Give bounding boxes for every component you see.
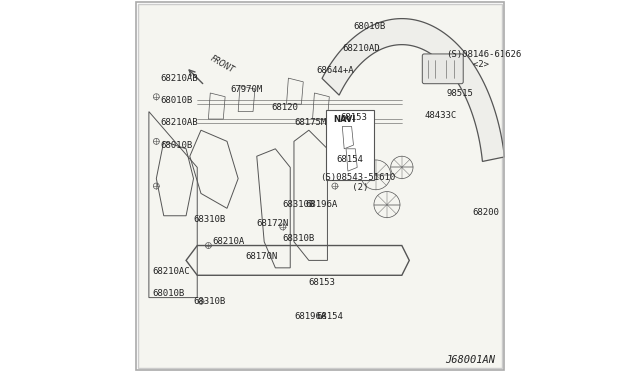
Text: 68210AB: 68210AB [160, 118, 198, 127]
Text: 68210AB: 68210AB [160, 74, 198, 83]
Text: 68010B: 68010B [353, 22, 386, 31]
Text: 68310B: 68310B [283, 200, 315, 209]
Text: 48433C: 48433C [424, 111, 456, 120]
Text: 68210A: 68210A [212, 237, 244, 246]
Text: 67970M: 67970M [231, 85, 263, 94]
Text: (S)08146-61626
     <2>: (S)08146-61626 <2> [447, 50, 522, 69]
Text: 68170N: 68170N [246, 252, 278, 261]
Text: 68010B: 68010B [152, 289, 185, 298]
Text: 68196A: 68196A [294, 312, 326, 321]
Text: 68120: 68120 [271, 103, 298, 112]
Polygon shape [322, 19, 504, 161]
Text: 68644+A: 68644+A [316, 66, 354, 75]
Text: J68001AN: J68001AN [445, 355, 495, 365]
Text: 68210AD: 68210AD [342, 44, 380, 53]
Text: 68154: 68154 [316, 312, 343, 321]
FancyBboxPatch shape [138, 4, 502, 368]
Text: 68153: 68153 [340, 113, 367, 122]
Text: 68010B: 68010B [160, 96, 192, 105]
Text: 68310B: 68310B [193, 297, 226, 306]
Text: 68010B: 68010B [160, 141, 192, 150]
Text: 68172N: 68172N [257, 219, 289, 228]
Text: 68310B: 68310B [283, 234, 315, 243]
Text: 68153: 68153 [309, 278, 336, 287]
Text: 68175M: 68175M [294, 118, 326, 127]
Text: (S)08543-51610
      (2): (S)08543-51610 (2) [320, 173, 396, 192]
FancyBboxPatch shape [422, 54, 463, 84]
Text: FRONT: FRONT [209, 54, 236, 74]
Text: NAVI: NAVI [333, 115, 355, 124]
Text: 68154: 68154 [337, 155, 364, 164]
Text: 68200: 68200 [472, 208, 499, 217]
Text: 68196A: 68196A [305, 200, 337, 209]
FancyBboxPatch shape [326, 110, 374, 180]
Text: 68210AC: 68210AC [152, 267, 190, 276]
Text: 98515: 98515 [447, 89, 474, 97]
Text: 68310B: 68310B [193, 215, 226, 224]
